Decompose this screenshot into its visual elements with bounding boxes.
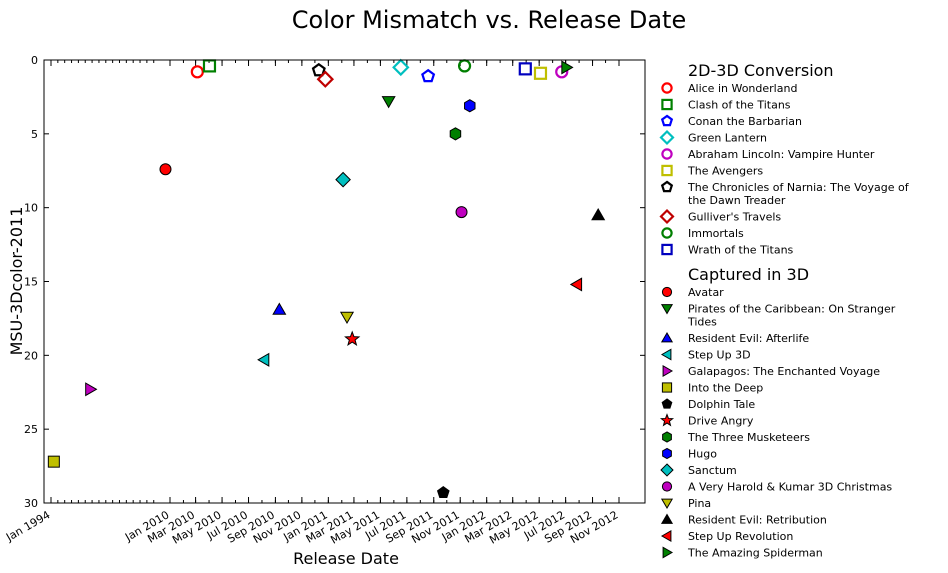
legend-marker — [662, 364, 674, 378]
legend-label: The Amazing Spiderman — [687, 547, 823, 560]
data-point — [569, 277, 583, 292]
legend-marker — [661, 481, 673, 492]
x-axis-label: Release Date — [293, 549, 399, 568]
data-points — [47, 58, 606, 499]
legend-heading: 2D-3D Conversion — [688, 61, 834, 80]
legend-marker — [662, 431, 672, 443]
legend-label: Resident Evil: Retribution — [688, 514, 827, 527]
legend-marker — [660, 463, 674, 477]
y-tick-label: 10 — [24, 202, 38, 215]
legend-marker — [661, 82, 673, 94]
legend-label: Abraham Lincoln: Vampire Hunter — [688, 148, 875, 161]
legend-label: Hugo — [688, 448, 717, 461]
y-tick-label: 15 — [24, 276, 38, 289]
x-tick-label: Jan 1994 — [3, 508, 52, 544]
y-tick-label: 5 — [31, 128, 38, 141]
legend-label: Immortals — [688, 227, 744, 240]
data-point — [344, 330, 361, 347]
legend-label: Pirates of the Caribbean: On Stranger Tid… — [687, 303, 896, 329]
legend-marker — [659, 413, 675, 427]
data-point — [272, 302, 287, 315]
plot-frame — [43, 59, 646, 504]
legend-label: Into the Deep — [688, 382, 763, 395]
y-axis-label: MSU-3Dcolor-2011 — [7, 207, 26, 356]
data-point — [311, 62, 326, 77]
data-point — [436, 485, 450, 499]
chart-title: Color Mismatch vs. Release Date — [292, 6, 686, 34]
data-point — [464, 99, 476, 113]
data-point — [316, 70, 335, 88]
data-point — [392, 58, 410, 77]
legend-marker — [660, 304, 674, 315]
legend-marker — [659, 129, 675, 146]
data-point — [421, 68, 436, 83]
legend-marker — [661, 398, 673, 409]
legend-marker — [660, 180, 674, 193]
legend-label: Conan the Barbarian — [688, 115, 802, 128]
y-tick-label: 25 — [24, 423, 38, 436]
legend-marker — [659, 208, 675, 225]
legend-heading: Captured in 3D — [688, 265, 809, 284]
data-point — [257, 352, 270, 367]
legend-marker — [661, 382, 673, 393]
data-point — [339, 311, 355, 324]
legend-label-line: The Chronicles of Narnia: The Voyage of — [687, 181, 910, 194]
y-tick-label: 0 — [31, 54, 38, 67]
legend-marker — [661, 286, 673, 298]
legend-label: Resident Evil: Afterlife — [688, 332, 809, 345]
data-point — [85, 382, 98, 397]
y-tick-label: 20 — [24, 349, 38, 362]
legend-marker — [661, 164, 673, 177]
data-point — [591, 208, 606, 221]
legend-marker — [660, 331, 674, 343]
legend-label: The Chronicles of Narnia: The Voyage of t… — [687, 181, 910, 207]
legend-label: Galapagos: The Enchanted Voyage — [688, 365, 880, 378]
legend-marker — [662, 546, 674, 559]
legend-marker — [661, 148, 673, 160]
legend: 2D-3D Conversion Alice in Wonderland Clash… — [659, 61, 910, 560]
legend-label-line: Tides — [687, 316, 717, 329]
data-point — [190, 65, 204, 79]
data-point — [561, 60, 574, 75]
data-point — [335, 171, 351, 188]
data-point — [47, 455, 60, 468]
data-point — [455, 206, 468, 219]
legend-marker — [661, 243, 673, 256]
legend-label: Step Up Revolution — [688, 530, 793, 543]
y-tick-label: 30 — [24, 497, 38, 510]
legend-marker — [660, 114, 674, 127]
legend-marker — [660, 348, 672, 361]
legend-label: Alice in Wonderland — [688, 82, 797, 95]
legend-marker — [661, 98, 673, 111]
legend-label-line: Pirates of the Caribbean: On Stranger — [688, 303, 896, 316]
legend-label: Step Up 3D — [688, 349, 751, 362]
legend-label: Wrath of the Titans — [688, 244, 794, 257]
legend-label: Pina — [688, 497, 711, 510]
data-point — [518, 62, 532, 76]
legend-marker — [661, 227, 673, 239]
legend-label: A Very Harold & Kumar 3D Christmas — [688, 481, 892, 494]
data-point — [449, 127, 462, 141]
data-point — [159, 163, 172, 176]
legend-label: Drive Angry — [688, 415, 754, 428]
legend-label: Green Lantern — [688, 132, 767, 145]
legend-label: Clash of the Titans — [688, 99, 791, 112]
legend-label: The Three Musketeers — [687, 431, 810, 444]
legend-label: Dolphin Tale — [688, 398, 755, 411]
data-point — [533, 66, 548, 80]
legend-marker — [660, 513, 674, 524]
legend-label: Sanctum — [688, 464, 737, 477]
legend-label: Gulliver's Travels — [688, 211, 781, 224]
legend-label-line: the Dawn Treader — [688, 194, 786, 207]
legend-label: Avatar — [688, 286, 724, 299]
legend-label: The Avengers — [687, 165, 763, 178]
data-point — [381, 96, 396, 109]
legend-marker — [662, 447, 672, 460]
legend-marker — [660, 529, 672, 543]
legend-marker — [660, 498, 674, 510]
